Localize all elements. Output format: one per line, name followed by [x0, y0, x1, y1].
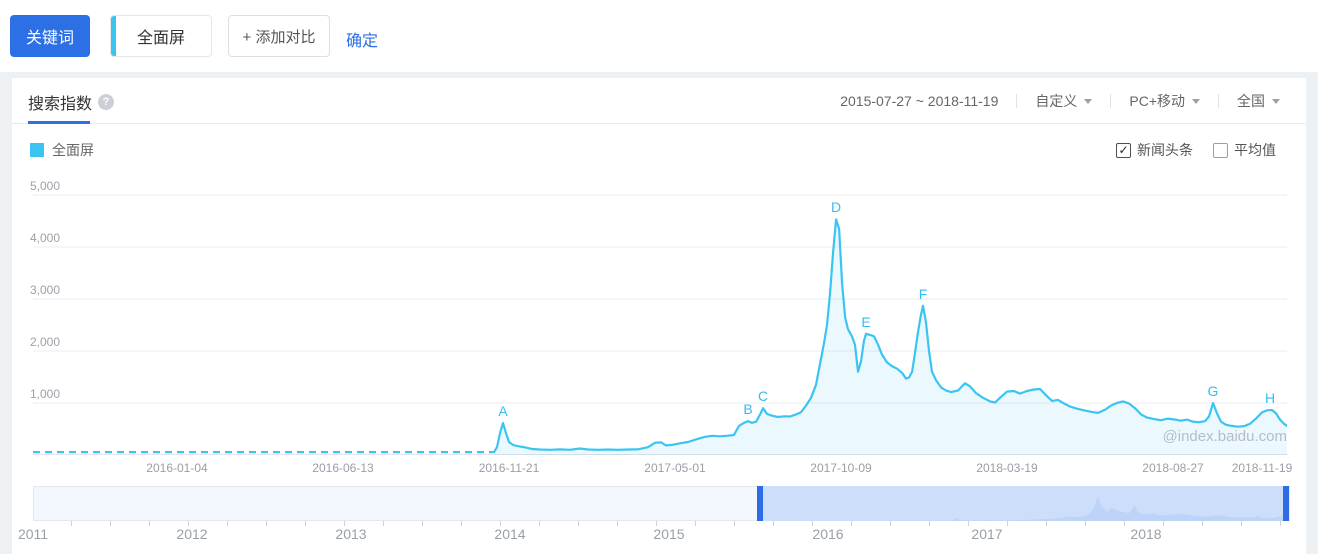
help-icon[interactable]: ?: [98, 94, 115, 110]
year-label: 2016: [812, 526, 844, 542]
separator: [1110, 94, 1112, 108]
checkbox-icon: [1213, 142, 1228, 158]
timeline-slider[interactable]: [33, 486, 1290, 521]
header-controls: 2015-07-27 ~ 2018-11-19 自定义 PC+移动 全国: [840, 78, 1280, 124]
tab-label: 搜索指数: [28, 96, 93, 113]
date-range[interactable]: 2015-07-27 ~ 2018-11-19: [840, 93, 999, 109]
y-tick-label: 2,000: [30, 335, 61, 349]
legend-swatch: [30, 143, 44, 157]
keyword-button[interactable]: 关键词: [10, 15, 90, 57]
slider-right-handle[interactable]: [1282, 486, 1289, 521]
x-tick-label: 2016-11-21: [478, 461, 540, 475]
term-accent-bar: [111, 16, 116, 56]
annotation-B[interactable]: B: [743, 401, 753, 418]
x-tick-label: 2017-05-01: [644, 461, 706, 475]
custom-range-label: 自定义: [1035, 93, 1078, 109]
chevron-down-icon: [1084, 98, 1093, 104]
search-index-panel: 搜索指数 ? 2015-07-27 ~ 2018-11-19 自定义 PC+移动…: [12, 78, 1306, 554]
legend-term-label: 全面屏: [52, 142, 94, 158]
average-label: 平均值: [1234, 142, 1276, 158]
annotation-E[interactable]: E: [861, 313, 871, 330]
annotation-D[interactable]: D: [831, 199, 842, 216]
slider-year-labels: 2011 2012 2013 2014 2015 2016 2017 2018: [12, 526, 1306, 544]
chevron-down-icon: [1192, 98, 1200, 104]
chevron-down-icon: [1272, 98, 1280, 104]
region-dropdown[interactable]: 全国: [1237, 91, 1280, 111]
news-headline-checkbox[interactable]: ✓ 新闻头条: [1116, 140, 1193, 160]
add-compare-button[interactable]: + 添加对比: [228, 15, 330, 57]
slider-selected-range[interactable]: [756, 486, 1289, 521]
news-headline-label: 新闻头条: [1137, 142, 1193, 158]
annotation-F[interactable]: F: [918, 285, 928, 302]
region-label: 全国: [1237, 93, 1265, 109]
x-tick-label: 2018-08-27: [1142, 461, 1204, 475]
top-toolbar: 关键词 全面屏 + 添加对比 确定: [0, 0, 1318, 72]
chart-canvas[interactable]: [33, 185, 1287, 455]
year-label: 2018: [1130, 526, 1162, 542]
x-axis-labels: 2016-01-04 2016-06-13 2016-11-21 2017-05-01…: [33, 461, 1292, 477]
term-label: 全面屏: [136, 30, 185, 47]
slider-mini-chart: [756, 496, 1289, 521]
x-tick-label: 2016-01-04: [146, 461, 208, 475]
y-tick-label: 1,000: [30, 387, 61, 401]
annotation-A[interactable]: A: [498, 403, 508, 419]
custom-range-dropdown[interactable]: 自定义: [1035, 91, 1093, 111]
y-tick-label: 5,000: [30, 179, 61, 193]
x-tick-label: 2018-11-19: [1231, 461, 1293, 475]
device-dropdown[interactable]: PC+移动: [1129, 91, 1200, 111]
legend-item-term[interactable]: 全面屏: [30, 140, 94, 160]
x-tick-label: 2017-10-09: [810, 461, 872, 475]
legend-row: 全面屏 ✓ 新闻头条 平均值: [12, 134, 1306, 164]
x-tick-label: 2018-03-19: [976, 461, 1038, 475]
separator: [1218, 94, 1219, 108]
panel-header: 搜索指数 ? 2015-07-27 ~ 2018-11-19 自定义 PC+移动…: [12, 78, 1306, 124]
trend-chart[interactable]: 5,000 4,000 3,000 2,000 1,000 2016-01-04 2016…: [30, 179, 1292, 481]
tab-active-underline: [28, 121, 90, 124]
keyword-term-card[interactable]: 全面屏: [110, 15, 212, 57]
year-label: 2013: [335, 526, 367, 542]
legend-checkboxes: ✓ 新闻头条 平均值: [1116, 140, 1276, 160]
average-checkbox[interactable]: 平均值: [1213, 140, 1276, 160]
year-label: 2011: [17, 526, 49, 542]
year-label: 2017: [971, 526, 1003, 542]
annotation-H[interactable]: H: [1265, 389, 1276, 406]
annotation-C[interactable]: C: [758, 388, 769, 405]
checkbox-icon: ✓: [1116, 142, 1131, 158]
x-tick-label: 2016-06-13: [312, 461, 374, 475]
separator: [1016, 94, 1018, 108]
year-label: 2012: [176, 526, 208, 542]
y-tick-label: 4,000: [30, 231, 61, 245]
year-label: 2015: [653, 526, 685, 542]
slider-left-handle[interactable]: [756, 486, 763, 521]
slider-tick-marks: [33, 521, 1290, 526]
year-label: 2014: [494, 526, 526, 542]
device-label: PC+移动: [1129, 93, 1185, 109]
watermark: @index.baidu.com: [1162, 428, 1287, 445]
annotation-G[interactable]: G: [1207, 383, 1219, 399]
tab-search-index[interactable]: 搜索指数 ?: [28, 90, 115, 114]
y-tick-label: 3,000: [30, 283, 61, 297]
confirm-link[interactable]: 确定: [346, 33, 379, 50]
